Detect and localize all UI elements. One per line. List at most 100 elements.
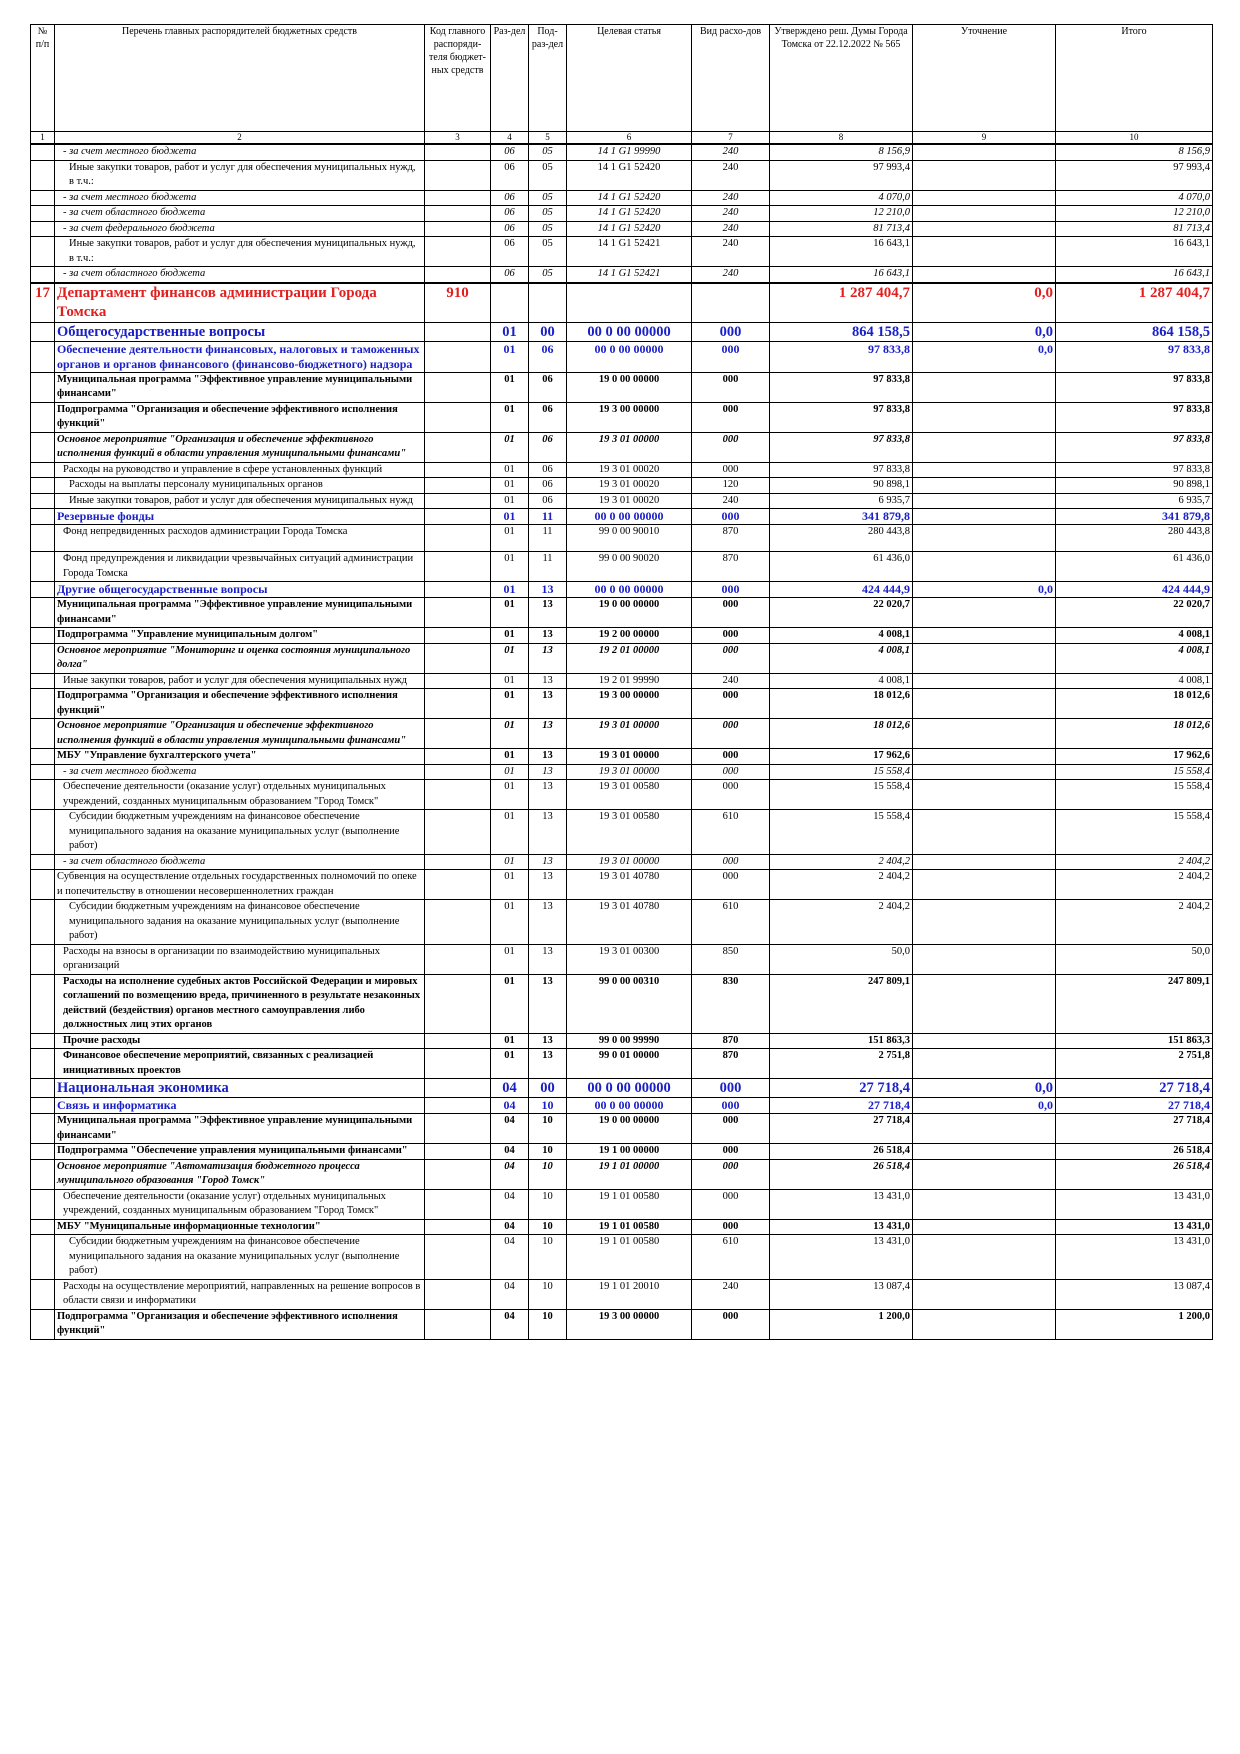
row-podrazdel-cell: 05 bbox=[528, 205, 567, 222]
row-name-cell: Обеспечение деятельности (оказание услуг… bbox=[54, 1188, 425, 1220]
row-vid-cell: 240 bbox=[691, 220, 770, 237]
row-total-cell: 2 404,2 bbox=[1055, 899, 1213, 945]
row-name-cell: - за счет областного бюджета bbox=[54, 853, 425, 870]
row-celevaya-cell: 19 3 00 00000 bbox=[566, 688, 692, 719]
row-code-cell bbox=[424, 1308, 491, 1340]
table-row: Связь и информатика 04 10 00 0 00 00000 000 2… bbox=[30, 1097, 1213, 1114]
table-row: Расходы на руководство и управление в сф… bbox=[30, 461, 1213, 478]
row-podrazdel-cell: 13 bbox=[528, 748, 567, 765]
row-approved-cell: 15 558,4 bbox=[769, 763, 913, 780]
table-row: - за счет областного бюджета 01 13 19 3 01 … bbox=[30, 853, 1213, 870]
row-total-cell: 8 156,9 bbox=[1055, 143, 1213, 161]
row-podrazdel-cell: 13 bbox=[528, 597, 567, 628]
row-name-cell: Муниципальная программа "Эффективное упр… bbox=[54, 371, 425, 403]
row-approved-cell: 97 833,8 bbox=[769, 401, 913, 433]
row-approved-cell: 13 431,0 bbox=[769, 1234, 913, 1280]
row-vid-cell: 240 bbox=[691, 159, 770, 191]
row-approved-cell: 27 718,4 bbox=[769, 1113, 913, 1144]
col-number: 4 bbox=[490, 131, 529, 145]
row-name-cell: Подпрограмма "Организация и обеспечение … bbox=[54, 688, 425, 719]
row-vid-cell: 000 bbox=[691, 401, 770, 433]
row-razdel-cell: 04 bbox=[490, 1218, 529, 1235]
row-celevaya-cell: 19 3 01 40780 bbox=[566, 869, 692, 900]
row-total-cell: 15 558,4 bbox=[1055, 809, 1213, 855]
row-razdel-cell: 04 bbox=[490, 1078, 529, 1098]
row-code-cell bbox=[424, 524, 491, 552]
col-number: 6 bbox=[566, 131, 692, 145]
row-name-cell: Субсидии бюджетным учреждениям на финанс… bbox=[54, 809, 425, 855]
row-clarification-cell bbox=[912, 688, 1056, 719]
budget-table: № п/п Перечень главных распорядителей бю… bbox=[30, 24, 1213, 1340]
table-row: - за счет областного бюджета 06 05 14 1 G1 … bbox=[30, 205, 1213, 222]
row-podrazdel-cell: 05 bbox=[528, 159, 567, 191]
row-clarification-cell bbox=[912, 524, 1056, 552]
row-number-cell bbox=[30, 597, 55, 628]
table-row: - за счет местного бюджета 06 05 14 1 G1 52… bbox=[30, 189, 1213, 206]
col-number: 9 bbox=[912, 131, 1056, 145]
row-clarification-cell bbox=[912, 1234, 1056, 1280]
row-vid-cell: 240 bbox=[691, 236, 770, 267]
row-total-cell: 6 935,7 bbox=[1055, 492, 1213, 509]
row-podrazdel-cell: 10 bbox=[528, 1143, 567, 1160]
row-name-cell: Национальная экономика bbox=[54, 1078, 425, 1098]
row-celevaya-cell: 19 3 01 00020 bbox=[566, 461, 692, 478]
row-name-cell: Подпрограмма "Организация и обеспечение … bbox=[54, 401, 425, 433]
row-code-cell bbox=[424, 973, 491, 1034]
row-clarification-cell bbox=[912, 1158, 1056, 1190]
row-name-cell: - за счет областного бюджета bbox=[54, 266, 425, 283]
row-vid-cell: 850 bbox=[691, 943, 770, 975]
row-podrazdel-cell: 13 bbox=[528, 1048, 567, 1079]
row-number-cell bbox=[30, 189, 55, 206]
row-approved-cell: 16 643,1 bbox=[769, 266, 913, 283]
row-number-cell bbox=[30, 492, 55, 509]
row-name-cell: Основное мероприятие "Мониторинг и оценк… bbox=[54, 642, 425, 674]
row-total-cell: 12 210,0 bbox=[1055, 205, 1213, 222]
row-number-cell bbox=[30, 853, 55, 870]
row-clarification-cell bbox=[912, 220, 1056, 237]
row-razdel-cell: 04 bbox=[490, 1158, 529, 1190]
row-approved-cell: 27 718,4 bbox=[769, 1078, 913, 1098]
row-razdel-cell: 01 bbox=[490, 371, 529, 403]
row-vid-cell: 000 bbox=[691, 371, 770, 403]
row-celevaya-cell: 19 3 01 00020 bbox=[566, 492, 692, 509]
header-row: № п/п Перечень главных распорядителей бю… bbox=[30, 24, 1213, 132]
row-vid-cell: 000 bbox=[691, 853, 770, 870]
row-number-cell bbox=[30, 220, 55, 237]
row-approved-cell: 247 809,1 bbox=[769, 973, 913, 1034]
table-row: МБУ "Муниципальные информационные технол… bbox=[30, 1218, 1213, 1235]
col-number: 7 bbox=[691, 131, 770, 145]
row-code-cell bbox=[424, 899, 491, 945]
row-code-cell bbox=[424, 943, 491, 975]
row-razdel-cell: 06 bbox=[490, 266, 529, 283]
row-podrazdel-cell: 13 bbox=[528, 869, 567, 900]
row-podrazdel-cell: 06 bbox=[528, 492, 567, 509]
row-total-cell: 27 718,4 bbox=[1055, 1078, 1213, 1098]
row-name-cell: Подпрограмма "Управление муниципальным д… bbox=[54, 627, 425, 644]
row-number-cell bbox=[30, 718, 55, 749]
row-number-cell bbox=[30, 477, 55, 494]
row-razdel-cell: 01 bbox=[490, 508, 529, 525]
row-vid-cell: 000 bbox=[691, 642, 770, 674]
row-total-cell: 97 833,8 bbox=[1055, 401, 1213, 433]
row-razdel-cell: 04 bbox=[490, 1234, 529, 1280]
row-razdel-cell: 01 bbox=[490, 340, 529, 373]
row-podrazdel-cell bbox=[528, 281, 567, 323]
col-number: 2 bbox=[54, 131, 425, 145]
row-name-cell: МБУ "Управление бухгалтерского учета" bbox=[54, 748, 425, 765]
row-approved-cell: 2 404,2 bbox=[769, 853, 913, 870]
row-celevaya-cell: 19 2 01 00000 bbox=[566, 642, 692, 674]
row-vid-cell: 000 bbox=[691, 1113, 770, 1144]
row-approved-cell: 26 518,4 bbox=[769, 1143, 913, 1160]
row-total-cell: 424 444,9 bbox=[1055, 581, 1213, 598]
row-code-cell: 910 bbox=[424, 281, 491, 323]
row-total-cell: 18 012,6 bbox=[1055, 688, 1213, 719]
row-code-cell bbox=[424, 143, 491, 161]
row-name-cell: Основное мероприятие "Автоматизация бюдж… bbox=[54, 1158, 425, 1190]
table-row: Основное мероприятие "Автоматизация бюдж… bbox=[30, 1158, 1213, 1190]
row-celevaya-cell bbox=[566, 281, 692, 323]
row-code-cell bbox=[424, 1278, 491, 1310]
row-name-cell: Расходы на руководство и управление в сф… bbox=[54, 461, 425, 478]
row-celevaya-cell: 19 3 01 00300 bbox=[566, 943, 692, 975]
row-code-cell bbox=[424, 853, 491, 870]
row-podrazdel-cell: 13 bbox=[528, 809, 567, 855]
